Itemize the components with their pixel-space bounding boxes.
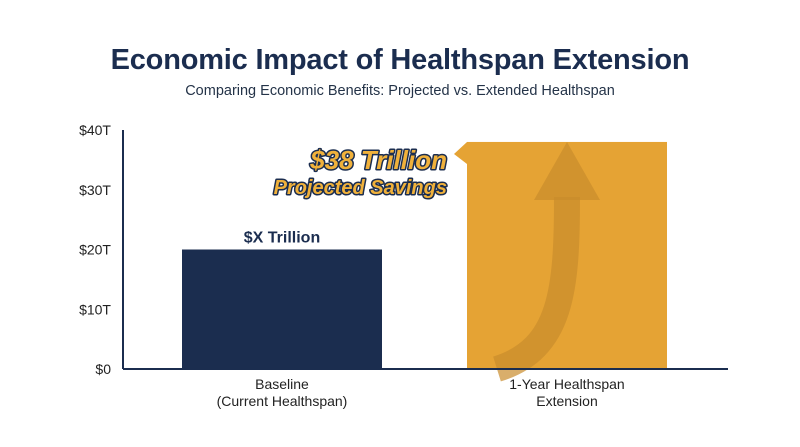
y-tick-label: $40T xyxy=(79,122,111,138)
arrow-head xyxy=(534,141,600,200)
y-tick-label: $0 xyxy=(95,361,111,377)
y-tick-label: $10T xyxy=(79,301,111,317)
growth-arrow xyxy=(454,141,600,382)
x-tick-label: Baseline xyxy=(255,376,309,392)
x-axis: Baseline(Current Healthspan) 1-Year Healt… xyxy=(123,368,728,409)
data-labels: $X Trillion xyxy=(244,230,320,247)
y-tick-label: $30T xyxy=(79,182,111,198)
x-tick-label: (Current Healthspan) xyxy=(217,393,348,409)
data-label: $X Trillion xyxy=(244,230,320,247)
x-tick-label: 1-Year Healthspan xyxy=(509,376,624,392)
arrow-shaft xyxy=(492,196,580,382)
callout-caption: Projected Savings xyxy=(274,177,447,199)
bar xyxy=(182,249,382,369)
chart-title: Economic Impact of Healthspan Extension xyxy=(110,44,690,76)
callout-amount: $38 Trillion xyxy=(309,145,447,175)
x-tick-label: Extension xyxy=(536,393,597,409)
chart-subtitle: Comparing Economic Benefits: Projected v… xyxy=(185,83,615,99)
y-axis: $0 $10T $20T $30T $40T xyxy=(79,122,124,377)
y-tick-label: $20T xyxy=(79,242,111,258)
callout-pointer xyxy=(454,141,467,164)
